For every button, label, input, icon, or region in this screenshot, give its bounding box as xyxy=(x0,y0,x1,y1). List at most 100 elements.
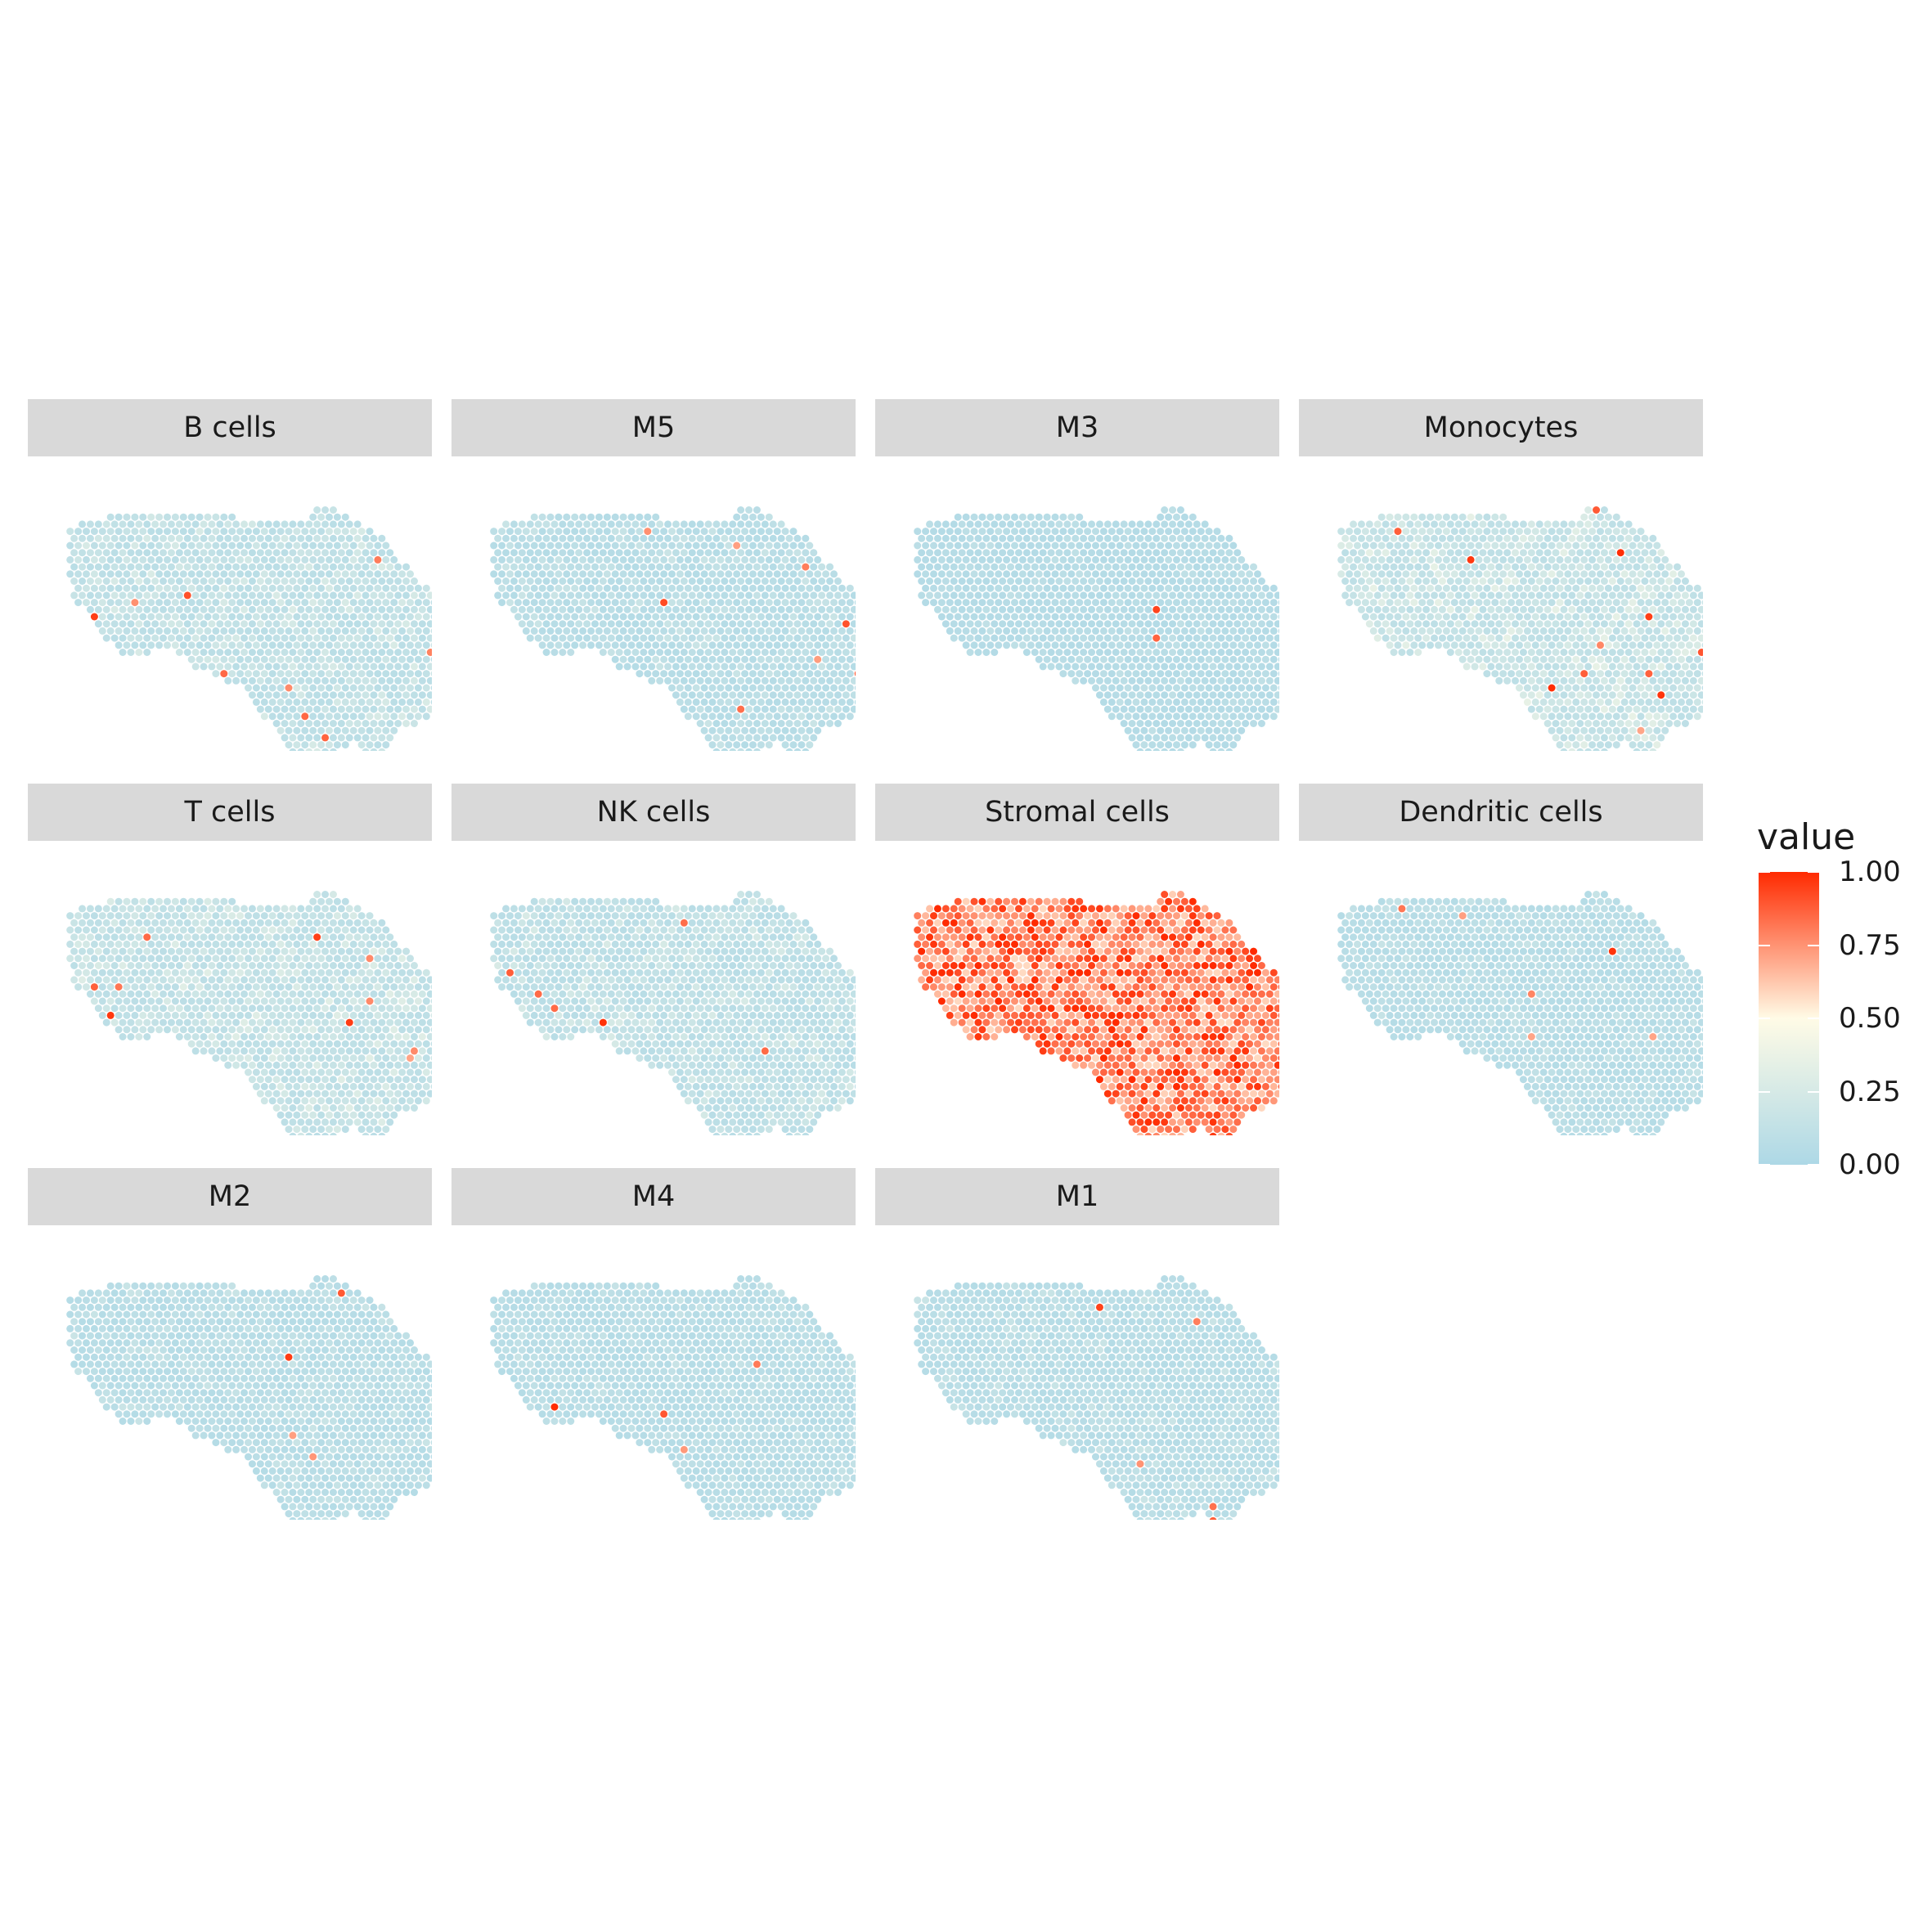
spot-point xyxy=(341,570,349,578)
spot-point xyxy=(256,947,264,955)
spot-point xyxy=(1406,534,1414,542)
spot-point xyxy=(1535,591,1543,600)
spot-point xyxy=(648,676,656,685)
spot-point xyxy=(1418,599,1427,607)
spot-point xyxy=(1088,563,1096,571)
spot-point xyxy=(1233,620,1242,628)
spot-point xyxy=(846,670,854,678)
spot-point xyxy=(357,555,366,564)
spot-point xyxy=(1535,663,1543,671)
spot-point xyxy=(337,634,345,642)
spot-point xyxy=(240,919,249,927)
spot-point xyxy=(1148,570,1157,578)
spot-point xyxy=(749,670,757,678)
spot-point xyxy=(151,534,160,542)
spot-point xyxy=(1072,605,1080,613)
spot-point xyxy=(765,541,773,550)
spot-point xyxy=(1580,741,1588,749)
spot-point xyxy=(171,983,179,991)
spot-point xyxy=(228,584,236,592)
spot-point xyxy=(1681,663,1689,671)
spot-point xyxy=(995,528,1003,536)
spot-point xyxy=(232,577,240,585)
spot-point xyxy=(167,933,175,941)
spot-point xyxy=(1238,698,1246,706)
spot-point xyxy=(1678,599,1685,607)
spot-point xyxy=(276,555,285,564)
spot-point xyxy=(830,613,838,621)
spot-point xyxy=(1201,663,1209,671)
spot-point xyxy=(1063,577,1072,585)
spot-point xyxy=(1116,712,1124,721)
spot-point xyxy=(418,649,426,656)
spot-point xyxy=(106,555,115,564)
spot-point xyxy=(1681,649,1689,656)
spot-point xyxy=(1564,641,1572,649)
spot-point xyxy=(341,712,349,721)
spot-point xyxy=(777,563,785,571)
spot-point xyxy=(1209,577,1217,585)
spot-point xyxy=(1205,627,1213,635)
spot-point xyxy=(708,613,717,621)
spot-point xyxy=(382,926,390,934)
spot-point xyxy=(1604,741,1612,749)
spot-point xyxy=(276,599,285,607)
spot-point xyxy=(1088,577,1096,585)
spot-point xyxy=(1475,584,1483,592)
spot-point xyxy=(918,591,926,600)
spot-point xyxy=(1242,605,1250,613)
spot-point xyxy=(1173,627,1180,635)
spot-point xyxy=(1479,520,1487,528)
spot-point xyxy=(386,734,394,742)
spot-point xyxy=(1341,549,1350,557)
spot-point xyxy=(708,599,717,607)
spot-point xyxy=(1552,691,1560,699)
spot-point xyxy=(708,570,717,578)
spot-point xyxy=(119,947,127,955)
spot-point xyxy=(502,520,510,528)
spot-point xyxy=(349,912,357,920)
spot-point xyxy=(1233,691,1242,699)
spot-point xyxy=(1165,712,1173,721)
spot-point xyxy=(1442,570,1450,578)
spot-point xyxy=(563,641,571,649)
spot-point xyxy=(1084,655,1092,663)
spot-point xyxy=(1580,698,1588,706)
spot-point xyxy=(1535,520,1543,528)
spot-point xyxy=(1176,506,1184,514)
spot-point xyxy=(317,570,326,578)
spot-point xyxy=(1431,591,1439,600)
spot-point xyxy=(370,748,378,751)
spot-point xyxy=(293,912,301,920)
spot-point xyxy=(785,634,793,642)
spot-point xyxy=(559,520,567,528)
spot-point xyxy=(1418,584,1427,592)
spot-point xyxy=(285,555,293,564)
spot-point xyxy=(765,712,773,721)
spot-point xyxy=(708,655,717,663)
spot-point xyxy=(264,947,272,955)
spot-point xyxy=(374,741,382,749)
spot-point xyxy=(838,627,846,635)
spot-point xyxy=(1584,676,1593,685)
spot-point xyxy=(127,591,135,600)
spot-point xyxy=(842,605,850,613)
spot-point xyxy=(810,591,818,600)
spot-point xyxy=(1548,712,1556,721)
spot-point xyxy=(753,663,761,671)
spot-point xyxy=(1394,541,1402,550)
spot-point xyxy=(826,691,834,699)
spot-point xyxy=(1201,534,1209,542)
spot-point xyxy=(982,577,991,585)
spot-point xyxy=(268,684,276,692)
spot-point xyxy=(1531,655,1539,663)
spot-point xyxy=(321,976,330,984)
spot-point xyxy=(733,670,741,678)
spot-point xyxy=(1132,698,1140,706)
spot-point xyxy=(1669,627,1678,635)
spot-point xyxy=(147,912,155,920)
spot-point xyxy=(765,627,773,635)
spot-point xyxy=(676,528,684,536)
spot-point xyxy=(1095,620,1103,628)
spot-point xyxy=(119,591,127,600)
